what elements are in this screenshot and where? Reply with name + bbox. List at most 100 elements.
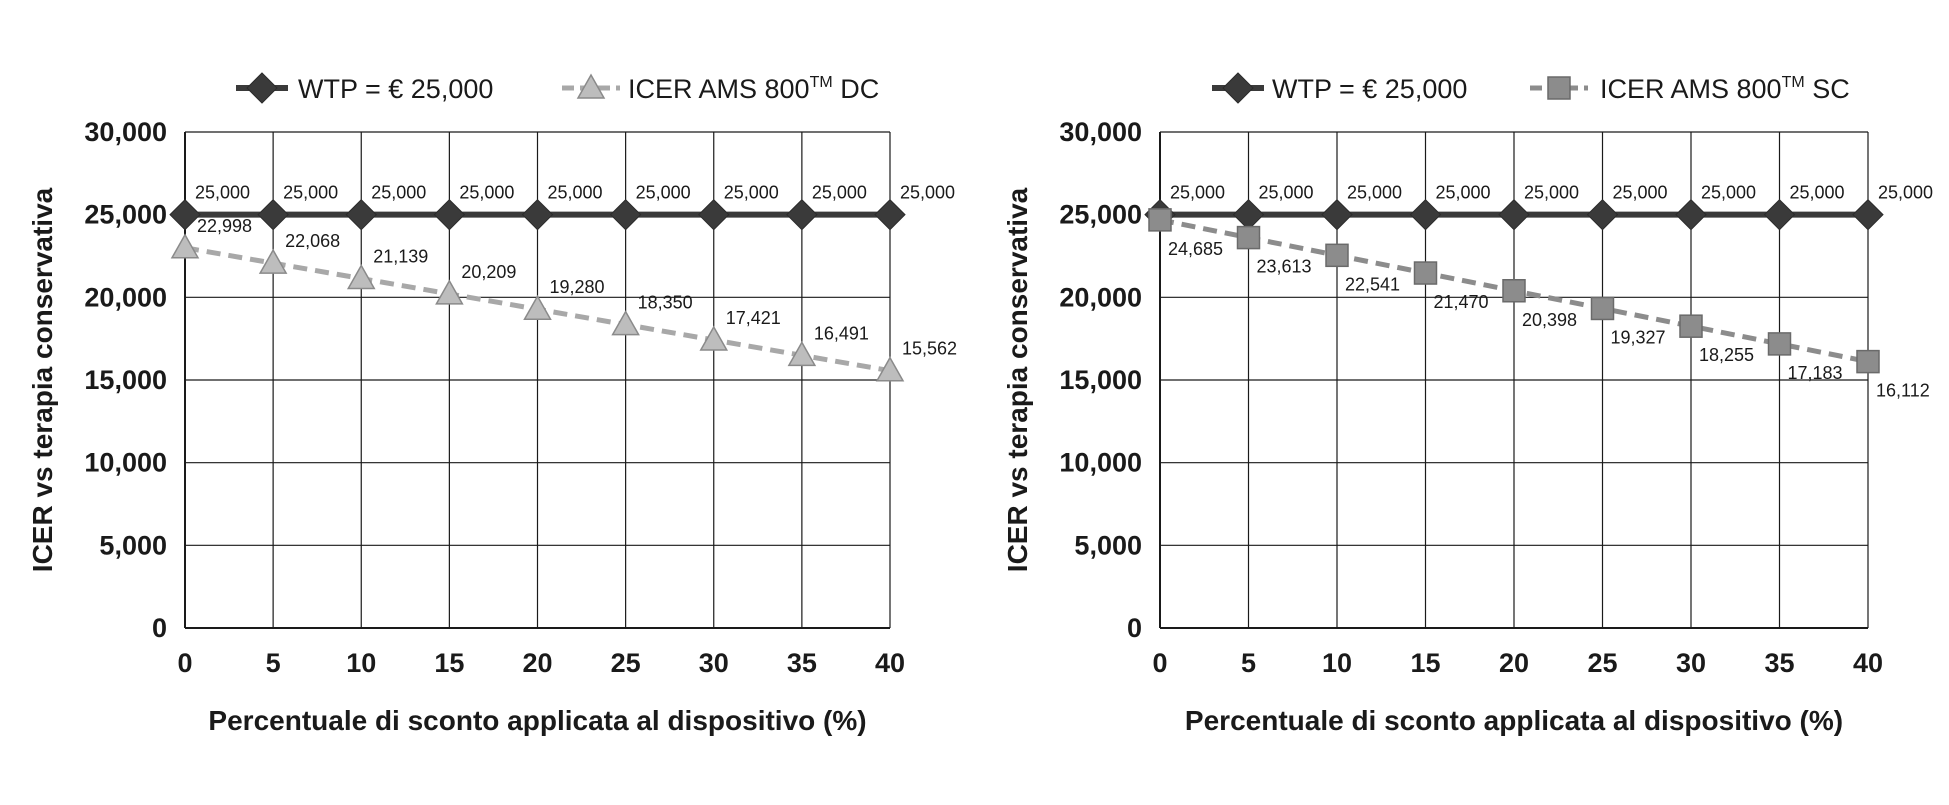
data-point <box>787 340 817 367</box>
data-label: 18,350 <box>638 293 693 313</box>
data-label: 25,000 <box>1790 183 1845 203</box>
legend-label-main: ICER AMS 800 <box>628 74 810 104</box>
x-tick-label: 15 <box>1410 648 1440 678</box>
y-axis-title: ICER vs terapia conservativa <box>27 187 58 572</box>
data-point <box>1586 198 1619 231</box>
data-label: 25,000 <box>724 183 779 203</box>
legend-marker-icer <box>576 73 606 99</box>
x-tick-label: 35 <box>1764 648 1794 678</box>
data-label: 24,685 <box>1168 239 1223 259</box>
data-point <box>1236 225 1261 250</box>
x-axis-title: Percentuale di sconto applicata al dispo… <box>1185 705 1843 736</box>
x-tick-label: 25 <box>1587 648 1617 678</box>
data-point <box>611 310 640 336</box>
x-tick-label: 20 <box>522 648 552 678</box>
y-tick-label: 15,000 <box>84 365 167 395</box>
y-tick-label: 5,000 <box>99 530 167 560</box>
data-point <box>345 198 377 231</box>
y-tick-label: 25,000 <box>84 200 167 230</box>
data-label: 25,000 <box>636 183 691 203</box>
x-tick-label: 5 <box>266 648 281 678</box>
x-tick-label: 30 <box>699 648 729 678</box>
data-point <box>1321 198 1353 231</box>
data-label: 25,000 <box>1436 183 1491 203</box>
series-wtp: 25,000 25,000 25,000 25,000 25,000 25,000 25,0… <box>169 183 955 231</box>
x-tick-label: 25 <box>611 648 641 678</box>
data-label: 25,000 <box>371 183 426 203</box>
y-tick-label: 0 <box>1127 613 1142 643</box>
x-tick-label: 15 <box>434 648 464 678</box>
legend: WTP = € 25,000 ICER AMS 800TM SC <box>1212 72 1850 104</box>
data-label: 18,255 <box>1699 345 1754 365</box>
data-point <box>257 198 289 231</box>
y-tick-label: 10,000 <box>84 448 167 478</box>
data-point <box>521 198 554 231</box>
data-label: 20,209 <box>461 262 516 282</box>
y-tick-label: 10,000 <box>1059 448 1142 478</box>
data-label: 22,068 <box>285 231 340 251</box>
data-point <box>1325 243 1349 268</box>
y-tick-label: 20,000 <box>84 282 167 312</box>
x-tick-label: 40 <box>875 648 905 678</box>
data-point <box>1856 349 1880 374</box>
data-point <box>874 198 906 231</box>
y-tick-label: 15,000 <box>1059 365 1142 395</box>
data-point <box>1502 279 1526 303</box>
data-label: 21,470 <box>1434 292 1489 312</box>
data-label: 25,000 <box>900 183 955 203</box>
legend-label-main: ICER AMS 800 <box>1600 74 1782 104</box>
data-point <box>1763 198 1796 231</box>
data-point <box>1679 314 1703 338</box>
data-label: 25,000 <box>1613 183 1668 203</box>
y-axis-title: ICER vs terapia conservativa <box>1002 187 1033 572</box>
data-label: 25,000 <box>1259 183 1314 203</box>
x-axis-title: Percentuale di sconto applicata al dispo… <box>208 705 866 736</box>
data-label: 16,491 <box>814 323 869 343</box>
x-tick-label: 40 <box>1853 648 1883 678</box>
legend-marker-icer <box>1547 76 1571 100</box>
legend-label-icer: ICER AMS 800TM DC <box>628 74 879 104</box>
y-tick-label: 30,000 <box>84 117 167 147</box>
data-label: 25,000 <box>195 183 250 203</box>
data-label: 15,562 <box>902 339 957 359</box>
data-point <box>433 198 466 231</box>
data-point <box>875 356 905 382</box>
data-label: 22,998 <box>197 216 252 236</box>
y-tick-label: 25,000 <box>1059 200 1142 230</box>
x-tick-label: 35 <box>787 648 817 678</box>
series-icer: 24,685 23,613 22,541 21,470 20,398 19,327 18,2… <box>1148 208 1930 401</box>
x-tick-label: 0 <box>177 648 192 678</box>
data-label: 25,000 <box>459 183 514 203</box>
data-label: 25,000 <box>1170 183 1225 203</box>
data-point <box>609 198 642 231</box>
x-tick-label: 5 <box>1241 648 1256 678</box>
series-icer: 22,998 22,068 21,139 20,209 19,280 18,350 17,4… <box>170 216 957 382</box>
legend-label-suffix: DC <box>833 74 880 104</box>
y-tick-label: 5,000 <box>1074 530 1142 560</box>
data-point <box>1413 261 1438 285</box>
data-point <box>435 279 464 305</box>
data-label: 17,183 <box>1788 363 1843 383</box>
data-point <box>698 198 730 231</box>
data-point <box>1148 208 1172 232</box>
data-label: 25,000 <box>548 183 603 203</box>
data-label: 25,000 <box>1878 183 1933 203</box>
legend-label-suffix: SC <box>1805 74 1850 104</box>
x-tick-label: 30 <box>1676 648 1706 678</box>
data-label: 21,139 <box>373 247 428 267</box>
y-tick-label: 20,000 <box>1059 282 1142 312</box>
y-tick-label: 30,000 <box>1059 117 1142 147</box>
data-point <box>170 233 200 259</box>
data-label: 19,327 <box>1611 327 1666 347</box>
legend-label-wtp: WTP = € 25,000 <box>298 74 493 104</box>
legend-marker-wtp <box>1222 72 1254 104</box>
y-tick-label: 0 <box>152 613 167 643</box>
data-point <box>1590 296 1615 321</box>
data-label: 25,000 <box>1701 183 1756 203</box>
data-point <box>1767 332 1792 356</box>
data-point <box>1409 198 1442 231</box>
legend-marker-wtp <box>246 72 278 104</box>
data-point <box>523 294 552 320</box>
data-label: 25,000 <box>283 183 338 203</box>
data-label: 22,541 <box>1345 274 1400 294</box>
